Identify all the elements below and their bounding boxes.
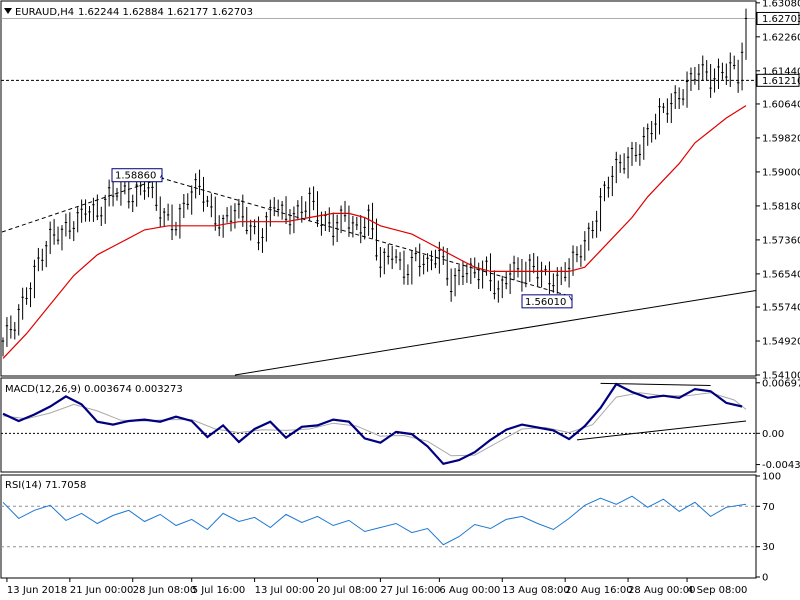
macd-title: MACD(12,26,9) 0.003674 0.003273	[5, 384, 183, 395]
price-panel-frame	[0, 0, 757, 377]
time-tick-label: 4 Sep 08:00	[687, 585, 747, 596]
time-tick-label: 5 Jul 16:00	[192, 585, 246, 596]
level-price-badge-box	[756, 73, 800, 87]
macd-tick-label: -0.00431	[762, 460, 800, 471]
ascending-trendline	[234, 289, 757, 376]
price-tick-label: 1.63080	[762, 0, 800, 9]
price-y-axis: 1.63080 1.62260 1.61440 1.60640 1.59820 1.590…	[756, 0, 800, 382]
macd-tick-label: 0.006976	[762, 378, 800, 389]
triangle-down-icon[interactable]	[4, 8, 12, 14]
price-tick-label: 1.57360	[762, 235, 800, 246]
rsi-y-axis: 100 70 30 0	[756, 472, 781, 584]
rsi-tick-label: 70	[762, 502, 775, 513]
macd-tick-label: 0.00	[762, 429, 784, 440]
time-tick-label: 13 Jul 00:00	[255, 585, 315, 596]
time-axis: 13 Jun 2018 21 Jun 00:00 28 Jun 08:005 Jul…	[6, 578, 747, 596]
rsi-tick-label: 0	[762, 573, 768, 584]
swing-low-label: 1.56010	[521, 294, 573, 309]
time-tick-label: 28 Aug 00:00	[628, 585, 695, 596]
descending-trendline	[160, 177, 570, 297]
price-levels	[1, 18, 756, 81]
rsi-panel[interactable]: RSI(14) 71.7058 100 70 30 0	[0, 472, 781, 584]
macd-y-axis: 0.006976 0.00 -0.00431	[756, 378, 800, 471]
swing-high-label: 1.58860	[111, 168, 163, 183]
price-panel[interactable]: EURAUD,H4 1.62244 1.62884 1.62177 1.6270…	[0, 0, 800, 382]
rsi-tick-label: 100	[762, 472, 781, 483]
time-tick-label: 6 Aug 00:00	[439, 585, 500, 596]
price-tick-label: 1.58180	[762, 201, 800, 212]
swing-low-label-pointer	[568, 295, 573, 302]
macd-divergence-line-1	[600, 382, 711, 387]
ohlc-values: 1.62244 1.62884 1.62177 1.62703	[78, 7, 253, 18]
price-tick-label: 1.54920	[762, 337, 800, 348]
time-tick-label: 27 Jul 16:00	[380, 585, 440, 596]
time-tick-label: 13 Jun 2018	[7, 585, 67, 596]
price-trendlines	[1, 177, 757, 376]
current-price-badge-box	[756, 11, 800, 25]
level-price-badge: 1.61210	[762, 76, 800, 87]
price-tick-label: 1.62260	[762, 32, 800, 43]
swing-low-label-text: 1.56010	[525, 297, 566, 308]
price-tick-label: 1.56540	[762, 269, 800, 280]
price-label-boxes: 1.62703 1.61210	[756, 11, 800, 87]
price-tick-label: 1.61440	[762, 66, 800, 77]
symbol-label: EURAUD,H4	[15, 7, 74, 18]
rising-trendline	[1, 177, 164, 233]
price-candles	[1, 8, 748, 357]
price-annotations: 1.58860 1.56010	[111, 168, 573, 309]
macd-line	[2, 382, 743, 466]
time-tick-label: 20 Aug 16:00	[565, 585, 632, 596]
time-tick-label: 13 Aug 08:00	[502, 585, 569, 596]
time-tick-label: 21 Jun 00:00	[70, 585, 134, 596]
macd-panel[interactable]: MACD(12,26,9) 0.003674 0.003273 0.006976…	[0, 377, 800, 473]
rsi-panel-frame	[0, 474, 757, 579]
swing-high-label-text: 1.58860	[115, 171, 156, 182]
time-tick-label: 20 Jul 08:00	[317, 585, 377, 596]
macd-panel-frame	[0, 377, 757, 473]
macd-divergence-line-2	[576, 420, 747, 441]
price-tick-label: 1.59820	[762, 133, 800, 144]
swing-high-label-pointer	[159, 174, 163, 178]
price-tick-label: 1.54100	[762, 371, 800, 382]
rsi-line	[2, 495, 747, 546]
swing-low-label-box	[521, 294, 573, 309]
current-price-badge: 1.62703	[762, 14, 800, 25]
price-tick-label: 1.60640	[762, 99, 800, 110]
price-tick-label: 1.55740	[762, 303, 800, 314]
moving-average-line	[2, 105, 747, 359]
price-tick-label: 1.59000	[762, 167, 800, 178]
rsi-title: RSI(14) 71.7058	[5, 480, 86, 491]
time-tick-label: 28 Jun 08:00	[133, 585, 197, 596]
macd-divergence-lines	[576, 382, 747, 441]
rsi-tick-label: 30	[762, 542, 775, 553]
